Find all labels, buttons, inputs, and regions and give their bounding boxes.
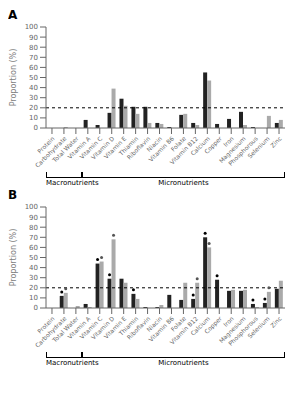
svg-text:100: 100	[25, 203, 38, 211]
html-text:Macronutrients: Macronutrients	[46, 179, 99, 187]
svg-text:Vitamin C: Vitamin C	[78, 134, 104, 161]
svg-text:100: 100	[25, 23, 38, 31]
svg-text:0: 0	[34, 124, 38, 132]
svg-text:Proportion (%): Proportion (%)	[9, 229, 18, 287]
svg-text:Iron: Iron	[221, 314, 235, 328]
svg-text:30: 30	[29, 94, 38, 102]
svg-text:Vitamin A: Vitamin A	[66, 134, 92, 161]
svg-text:Vitamin B6: Vitamin B6	[147, 134, 176, 163]
svg-text:Carbohydrate: Carbohydrate	[33, 134, 68, 169]
svg-text:40: 40	[29, 84, 38, 92]
svg-text:Zinc: Zinc	[269, 315, 283, 329]
svg-text:Calcium: Calcium	[189, 134, 211, 157]
html-text:Micronutrients: Micronutrients	[158, 179, 209, 187]
svg-text:Copper: Copper	[203, 314, 224, 335]
svg-text:Iron: Iron	[221, 134, 235, 148]
svg-text:Vitamin A: Vitamin A	[66, 314, 92, 341]
svg-text:Protein: Protein	[35, 314, 56, 335]
svg-text:70: 70	[29, 234, 38, 242]
svg-text:20: 20	[29, 104, 38, 112]
svg-text:Vitamin B12: Vitamin B12	[168, 134, 200, 166]
svg-text:Carbohydrate: Carbohydrate	[33, 314, 68, 349]
svg-text:60: 60	[29, 64, 38, 72]
svg-text:10: 10	[29, 114, 38, 122]
svg-text:Vitamin E: Vitamin E	[102, 314, 128, 340]
svg-text:60: 60	[29, 244, 38, 252]
html-text:B: B	[8, 188, 18, 202]
svg-text:50: 50	[29, 254, 38, 262]
svg-text:Vitamin D: Vitamin D	[89, 314, 116, 341]
svg-text:90: 90	[29, 34, 38, 42]
svg-text:Selenium: Selenium	[246, 315, 271, 340]
svg-text:Phosphorous: Phosphorous	[226, 134, 259, 167]
svg-text:90: 90	[29, 214, 38, 222]
svg-text:Thiamin: Thiamin	[117, 134, 140, 157]
svg-text:Magnesium: Magnesium	[217, 134, 247, 165]
svg-text:Total Water: Total Water	[50, 314, 80, 344]
svg-text:Vitamin E: Vitamin E	[102, 134, 128, 160]
svg-text:80: 80	[29, 44, 38, 52]
svg-text:Phosphorous: Phosphorous	[226, 314, 259, 347]
svg-text:Protein: Protein	[35, 134, 56, 155]
svg-text:Vitamin D: Vitamin D	[89, 134, 116, 161]
svg-text:Total Water: Total Water	[50, 134, 80, 164]
svg-text:Folate: Folate	[169, 134, 188, 153]
svg-text:30: 30	[29, 274, 38, 282]
svg-text:Proportion (%): Proportion (%)	[9, 49, 18, 107]
svg-text:80: 80	[29, 224, 38, 232]
svg-text:Riboflavin: Riboflavin	[125, 134, 152, 161]
svg-text:Niacin: Niacin	[145, 134, 164, 153]
svg-text:Vitamin B6: Vitamin B6	[147, 314, 176, 343]
svg-text:10: 10	[29, 294, 38, 302]
svg-text:Vitamin C: Vitamin C	[78, 314, 104, 341]
svg-text:20: 20	[29, 284, 38, 292]
svg-text:Selenium: Selenium	[246, 135, 271, 160]
svg-text:0: 0	[34, 304, 38, 312]
svg-text:Thiamin: Thiamin	[117, 314, 140, 337]
svg-text:Magnesium: Magnesium	[217, 314, 247, 345]
svg-text:Niacin: Niacin	[145, 314, 164, 333]
svg-text:Vitamin B12: Vitamin B12	[168, 314, 200, 346]
svg-text:Calcium: Calcium	[189, 314, 211, 337]
svg-text:Zinc: Zinc	[269, 135, 283, 149]
svg-text:Copper: Copper	[203, 134, 224, 155]
svg-text:40: 40	[29, 264, 38, 272]
html-text:Micronutrients: Micronutrients	[158, 359, 209, 367]
svg-text:70: 70	[29, 54, 38, 62]
svg-text:Folate: Folate	[169, 314, 188, 333]
svg-text:Riboflavin: Riboflavin	[125, 314, 152, 341]
html-text:A: A	[8, 8, 18, 22]
html-text:Macronutrients: Macronutrients	[46, 359, 99, 367]
svg-text:50: 50	[29, 74, 38, 82]
